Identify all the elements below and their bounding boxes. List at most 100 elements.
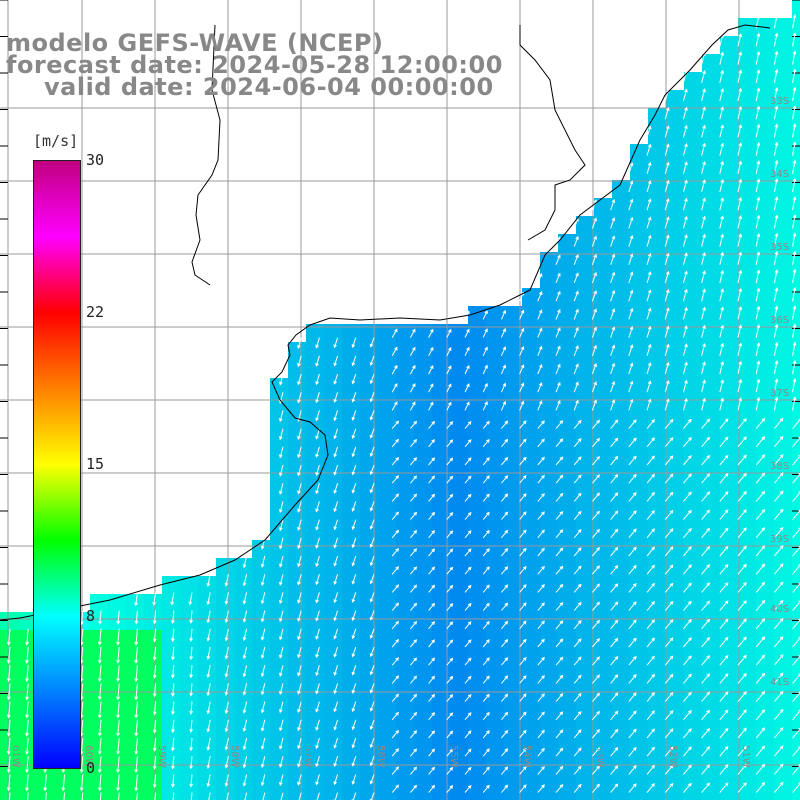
field-cell (792, 774, 800, 793)
field-cell (306, 666, 325, 685)
wind-arrow (555, 345, 561, 356)
field-cell (540, 630, 559, 649)
field-cell (522, 306, 541, 325)
field-cell (414, 342, 433, 361)
field-cell (774, 432, 793, 451)
field-cell (414, 522, 433, 541)
wind-arrow (701, 582, 711, 593)
field-cell (162, 774, 181, 793)
field-cell (702, 54, 721, 73)
wind-arrow (189, 646, 194, 661)
wind-arrow (537, 620, 545, 630)
field-cell (558, 630, 577, 649)
wind-arrow (774, 727, 784, 739)
wind-arrow (755, 251, 761, 265)
field-cell (486, 720, 505, 739)
field-cell (702, 288, 721, 307)
field-cell (396, 576, 415, 595)
field-cell (486, 504, 505, 523)
wind-arrow (446, 457, 454, 466)
wind-arrow (555, 474, 564, 484)
field-cell (270, 522, 289, 541)
field-cell (702, 144, 721, 163)
wind-arrow (737, 672, 747, 684)
field-cell (396, 378, 415, 397)
wind-arrow (719, 600, 729, 611)
wind-arrow (664, 600, 674, 611)
wind-arrow (773, 214, 779, 229)
wind-arrow (315, 756, 320, 768)
wind-arrow (134, 665, 139, 683)
field-cell (360, 396, 379, 415)
field-cell (792, 360, 800, 379)
field-cell (684, 684, 703, 703)
field-cell (126, 702, 145, 721)
wind-arrow (297, 646, 302, 659)
wind-arrow (592, 710, 600, 721)
wind-arrow (610, 601, 619, 611)
field-cell (468, 306, 487, 325)
field-cell (702, 270, 721, 289)
field-cell (774, 72, 793, 91)
wind-arrow (242, 574, 248, 587)
field-cell (594, 360, 613, 379)
field-cell (396, 324, 415, 343)
field-cell (252, 792, 271, 800)
wind-arrow (537, 291, 543, 302)
wind-arrow (315, 501, 320, 513)
wind-arrow (351, 756, 357, 767)
field-cell (270, 684, 289, 703)
wind-arrow (6, 719, 11, 737)
wind-arrow (224, 574, 229, 587)
wind-arrow (610, 235, 616, 247)
wind-arrow (428, 457, 436, 466)
wind-arrow (260, 665, 266, 678)
field-cell (324, 414, 343, 433)
field-cell (270, 486, 289, 505)
wind-arrow (391, 475, 400, 484)
wind-arrow (351, 337, 357, 349)
wind-arrow (333, 373, 339, 385)
field-cell (774, 576, 793, 595)
field-cell (648, 486, 667, 505)
field-cell (432, 324, 451, 343)
field-cell (0, 612, 19, 631)
field-cell (792, 270, 800, 289)
field-cell (738, 288, 757, 307)
field-cell (630, 774, 649, 793)
wind-arrow (610, 728, 619, 739)
wind-arrow (351, 646, 357, 658)
wind-arrow (464, 511, 472, 520)
field-cell (450, 576, 469, 595)
wind-arrow (591, 344, 597, 356)
wind-arrow (737, 782, 747, 793)
field-cell (558, 684, 577, 703)
wind-arrow (260, 592, 266, 605)
wind-arrow (6, 646, 11, 664)
field-cell (738, 540, 757, 559)
wind-arrow (737, 342, 743, 356)
wind-arrow (628, 692, 637, 702)
wind-arrow (592, 419, 600, 429)
field-cell (612, 612, 631, 631)
field-cell (360, 414, 379, 433)
wind-arrow (189, 756, 194, 770)
wind-arrow (391, 711, 400, 721)
field-cell (684, 774, 703, 793)
wind-arrow (260, 774, 266, 787)
wind-arrow (755, 342, 761, 356)
wind-arrow (664, 582, 674, 593)
field-cell (576, 486, 595, 505)
wind-arrow (464, 566, 472, 575)
wind-arrow (537, 693, 545, 702)
wind-arrow (242, 592, 248, 605)
wind-arrow (773, 305, 779, 320)
field-cell (126, 630, 145, 649)
wind-arrow (755, 709, 766, 721)
wind-arrow (755, 508, 766, 520)
wind-arrow (297, 774, 302, 786)
field-cell (612, 666, 631, 685)
field-cell (558, 720, 577, 739)
field-cell (738, 504, 757, 523)
field-cell (432, 630, 451, 649)
